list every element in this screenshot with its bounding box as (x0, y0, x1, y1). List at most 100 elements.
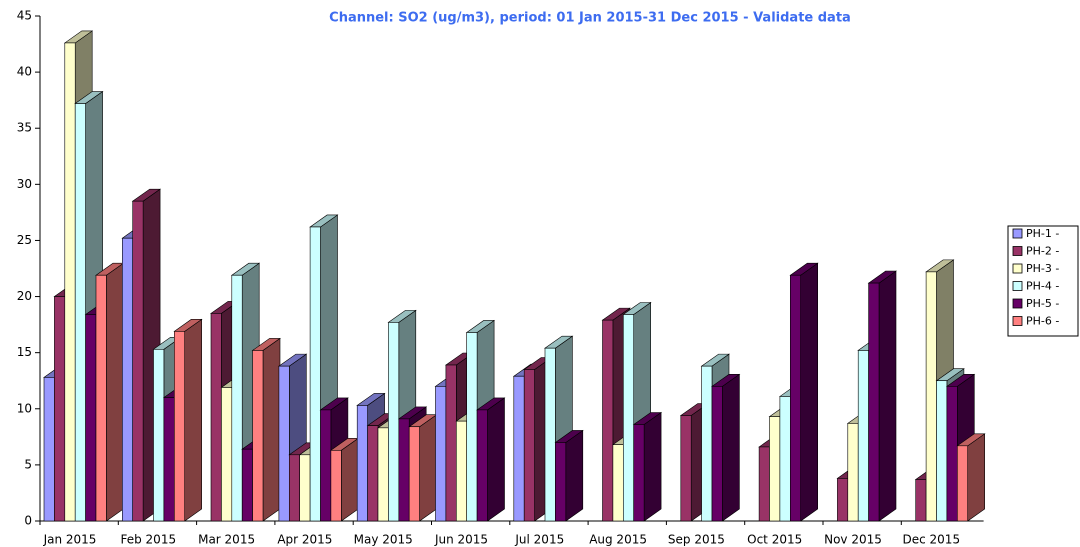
x-tick-label: Apr 2015 (277, 533, 332, 547)
bar (946, 386, 958, 522)
bar (288, 454, 300, 522)
bar (513, 375, 525, 522)
x-tick-label: Mar 2015 (198, 533, 255, 547)
bar (476, 409, 488, 522)
y-tick-label: 20 (17, 289, 32, 303)
bar (466, 332, 478, 522)
bar (680, 415, 692, 522)
y-tick-label: 10 (17, 401, 32, 415)
bar (711, 386, 723, 522)
x-tick-label: Oct 2015 (747, 533, 802, 547)
bar-side (643, 411, 662, 522)
bar (868, 282, 880, 522)
bar (936, 380, 948, 522)
bar (779, 396, 791, 522)
bar (163, 397, 175, 522)
bar (377, 427, 389, 522)
bar (925, 271, 937, 522)
legend-swatch (1012, 263, 1023, 274)
legend-label: PH-5 - (1026, 297, 1059, 310)
y-tick-label: 5 (24, 457, 32, 471)
bar (221, 387, 233, 522)
bar (278, 365, 290, 522)
bar (544, 347, 556, 522)
y-tick-label: 30 (17, 177, 32, 191)
bar (85, 314, 97, 522)
bar-side (565, 429, 584, 522)
bar (356, 405, 368, 522)
bar (847, 423, 859, 522)
bar (435, 386, 447, 522)
bar (330, 449, 342, 522)
bar (398, 418, 410, 522)
bar (455, 420, 467, 522)
bar (174, 331, 186, 522)
x-tick-label: Aug 2015 (589, 533, 647, 547)
bar (769, 416, 781, 522)
plot: 0 5 10 15 20 25 30 35 40 45 Jan 2015 Feb 2015 Mar 20… (17, 9, 986, 547)
bar (210, 313, 222, 522)
bar (789, 274, 801, 522)
legend-label: PH-4 - (1026, 280, 1059, 293)
bar (309, 226, 321, 522)
legend-label: PH-2 - (1026, 245, 1059, 258)
bar (633, 424, 645, 522)
bar (701, 365, 713, 522)
y-tick-label: 25 (17, 233, 32, 247)
bar (74, 103, 86, 522)
bar (445, 364, 457, 522)
bar (622, 314, 634, 522)
bar (43, 377, 55, 522)
bar (231, 274, 243, 522)
x-tick-label: Feb 2015 (120, 533, 176, 547)
y-tick-label: 0 (24, 514, 32, 528)
bar-side (262, 337, 281, 522)
legend-swatch (1012, 298, 1023, 309)
bar (758, 446, 770, 522)
legend-label: PH-1 - (1026, 227, 1059, 240)
bar (612, 444, 624, 522)
x-tick-label: Dec 2015 (903, 533, 961, 547)
bar (523, 369, 535, 522)
bar (54, 296, 66, 522)
legend-label: PH-3 - (1026, 262, 1059, 275)
bar (299, 454, 311, 522)
y-tick-label: 15 (17, 345, 32, 359)
legend-label: PH-6 - (1026, 315, 1059, 328)
bar-side (967, 433, 986, 522)
legend-swatch (1012, 228, 1023, 239)
x-tick-label: Jul 2015 (514, 533, 564, 547)
bar (122, 237, 134, 522)
bar (367, 425, 379, 522)
bar (956, 445, 968, 522)
bar (95, 274, 107, 522)
bar (857, 350, 869, 522)
bar (320, 409, 332, 522)
y-tick-label: 45 (17, 9, 32, 23)
legend-swatch (1012, 316, 1023, 326)
bar-side (722, 373, 740, 522)
bar (252, 350, 264, 522)
bar (64, 42, 76, 522)
bar (837, 478, 849, 522)
x-tick-label: May 2015 (354, 533, 413, 547)
bar (915, 479, 927, 522)
x-tick-label: Sep 2015 (668, 533, 725, 547)
y-tick-label: 40 (17, 65, 32, 79)
x-tick-label: Jun 2015 (434, 533, 488, 547)
legend-swatch (1012, 246, 1023, 256)
x-tick-label: Nov 2015 (824, 533, 882, 547)
bar-side (419, 414, 437, 522)
chart-title: Channel: SO2 (ug/m3), period: 01 Jan 201… (329, 11, 851, 26)
bar (241, 448, 253, 522)
bar-side (878, 270, 897, 522)
bar-side (487, 397, 505, 522)
bar (132, 200, 144, 522)
y-tick-label: 35 (17, 121, 32, 135)
bar (555, 442, 567, 522)
bar (153, 348, 165, 522)
bar-side (184, 318, 202, 522)
legend-swatch (1012, 281, 1023, 291)
bar-side (340, 437, 359, 522)
